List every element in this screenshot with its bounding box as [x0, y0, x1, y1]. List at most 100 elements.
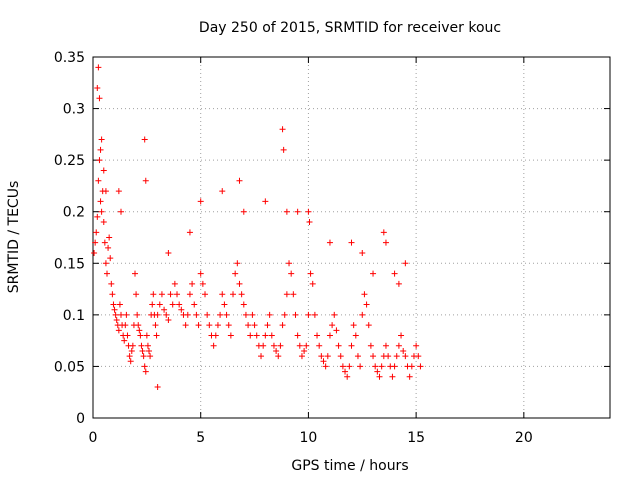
data-point [94, 213, 101, 220]
data-point [242, 311, 249, 318]
data-point [143, 332, 150, 339]
data-point [372, 363, 379, 370]
data-point [331, 311, 338, 318]
data-point [93, 229, 100, 236]
data-point [316, 342, 323, 349]
data-point [262, 332, 269, 339]
data-point [283, 291, 290, 298]
data-point [326, 239, 333, 246]
x-tick-label: 0 [89, 430, 98, 446]
data-point [306, 219, 313, 226]
data-point [178, 306, 185, 313]
data-point [318, 353, 325, 360]
data-point [389, 373, 396, 380]
y-tick-label: 0 [76, 411, 85, 427]
data-point [144, 342, 151, 349]
data-point [104, 270, 111, 277]
data-point [123, 311, 130, 318]
data-point [149, 301, 156, 308]
data-point [236, 280, 243, 287]
y-tick-label: 0.1 [63, 308, 85, 324]
data-point [174, 291, 181, 298]
data-point [320, 358, 327, 365]
data-point [106, 234, 113, 241]
data-point [112, 311, 119, 318]
y-tick-label: 0.15 [54, 256, 85, 272]
data-point [283, 208, 290, 215]
data-point [400, 347, 407, 354]
data-point [391, 363, 398, 370]
data-point [307, 270, 314, 277]
data-point [354, 353, 361, 360]
data-point [191, 301, 198, 308]
data-points [91, 64, 424, 391]
data-point [206, 322, 213, 329]
data-point [303, 342, 310, 349]
data-point [202, 291, 209, 298]
data-point [398, 332, 405, 339]
data-point [186, 229, 193, 236]
data-point [97, 146, 104, 153]
data-point [370, 353, 377, 360]
data-point [221, 301, 228, 308]
data-point [376, 373, 383, 380]
data-point [234, 260, 241, 267]
data-point [95, 64, 102, 71]
data-point [97, 198, 104, 205]
data-point [217, 311, 224, 318]
data-point [337, 353, 344, 360]
data-point [98, 208, 105, 215]
data-point [352, 332, 359, 339]
data-point [402, 353, 409, 360]
data-point [359, 311, 366, 318]
data-point [107, 255, 114, 262]
data-point [96, 157, 103, 164]
data-point [184, 311, 191, 318]
data-point [309, 280, 316, 287]
data-point [227, 332, 234, 339]
x-axis-label: GPS time / hours [291, 458, 408, 474]
data-point [140, 353, 147, 360]
data-point [150, 291, 157, 298]
data-point [249, 311, 256, 318]
data-point [102, 188, 109, 195]
data-point [108, 280, 115, 287]
data-point [105, 244, 112, 251]
data-point [374, 368, 381, 375]
data-point [359, 249, 366, 256]
data-point [301, 347, 308, 354]
data-point [357, 363, 364, 370]
data-point [132, 270, 139, 277]
data-point [212, 332, 219, 339]
data-point [219, 291, 226, 298]
data-point [395, 342, 402, 349]
data-point [153, 332, 160, 339]
data-point [152, 322, 159, 329]
data-point [118, 208, 125, 215]
data-point [118, 311, 125, 318]
data-point [154, 384, 161, 391]
data-point [193, 311, 200, 318]
data-point [94, 84, 101, 91]
data-point [305, 311, 312, 318]
data-point [382, 342, 389, 349]
data-point [385, 353, 392, 360]
data-point [210, 342, 217, 349]
data-point [204, 311, 211, 318]
data-point [113, 317, 120, 324]
data-point [139, 347, 146, 354]
data-point [273, 347, 280, 354]
data-point [154, 311, 161, 318]
data-point [245, 322, 252, 329]
data-point [225, 322, 232, 329]
y-tick-label: 0.05 [54, 359, 85, 375]
data-point [314, 332, 321, 339]
x-tick-label: 5 [196, 430, 205, 446]
data-point [110, 301, 117, 308]
data-point [275, 353, 282, 360]
data-point [251, 322, 258, 329]
data-point [294, 208, 301, 215]
data-point [91, 249, 98, 256]
data-point [124, 332, 131, 339]
data-point [393, 353, 400, 360]
